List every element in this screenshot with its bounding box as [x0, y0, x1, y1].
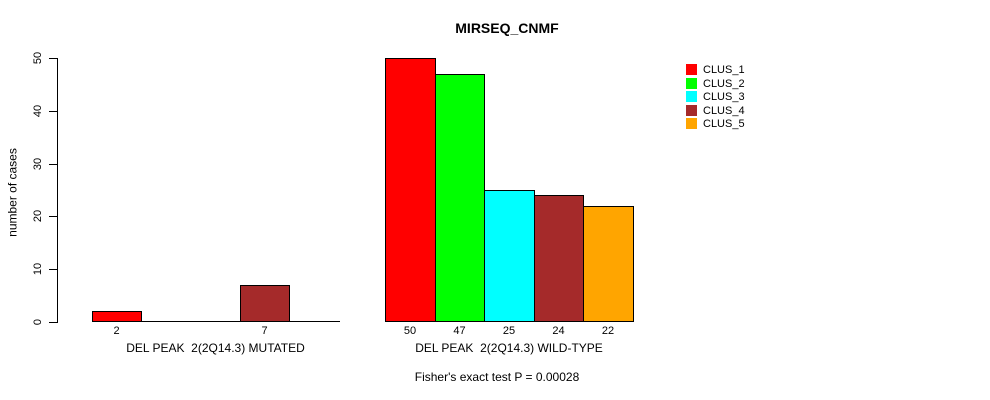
y-axis-label: number of cases	[5, 148, 20, 237]
legend-item-label: CLUS_2	[703, 78, 745, 90]
fisher-test-note: Fisher's exact test P = 0.00028	[414, 370, 580, 384]
legend-swatch-CLUS_3	[686, 91, 697, 102]
bar-CLUS_4	[240, 285, 290, 322]
bar-group-2: 50 47 25 24 22 DEL PEAK 2(2Q14.3) WILD-TYPE	[385, 58, 634, 355]
bar-value-label: 25	[502, 325, 516, 337]
legend-swatch-CLUS_2	[686, 78, 697, 89]
y-tick	[49, 111, 57, 112]
legend-swatch-CLUS_1	[686, 64, 697, 75]
bar-CLUS_1	[385, 58, 436, 322]
y-tick	[49, 216, 57, 217]
y-tick-label: 30	[32, 157, 44, 171]
legend-item-label: CLUS_5	[703, 118, 745, 130]
bar-CLUS_1	[92, 311, 142, 322]
y-tick-label: 20	[32, 209, 44, 223]
group-label: DEL PEAK 2(2Q14.3) MUTATED	[126, 341, 305, 355]
bar-value-label: 47	[453, 325, 466, 337]
bar-group-1: 2 7 DEL PEAK 2(2Q14.3) MUTATED	[92, 58, 340, 355]
bar-CLUS_2	[435, 74, 485, 322]
bar-CLUS_4	[534, 195, 584, 322]
y-tick-label: 10	[32, 262, 44, 276]
y-tick	[49, 58, 57, 59]
y-tick	[49, 322, 57, 323]
bar-value-label: 50	[403, 325, 417, 337]
bar-CLUS_2	[141, 321, 192, 322]
legend-item-label: CLUS_3	[703, 91, 745, 103]
bar-value-label: 2	[113, 325, 120, 337]
bar-CLUS_5	[289, 321, 340, 322]
legend-swatch-CLUS_5	[686, 118, 697, 129]
legend-item-label: CLUS_4	[703, 105, 745, 117]
y-tick-label: 50	[32, 51, 44, 65]
bar-CLUS_5	[583, 206, 634, 322]
legend-item-label: CLUS_1	[703, 64, 745, 76]
bar-value-label: 22	[601, 325, 615, 337]
y-axis-line	[57, 58, 58, 323]
group-label: DEL PEAK 2(2Q14.3) WILD-TYPE	[415, 341, 603, 355]
bar-value-label: 24	[552, 325, 565, 337]
y-tick	[49, 269, 57, 270]
bar-CLUS_3	[191, 321, 241, 322]
y-tick	[49, 164, 57, 165]
chart-title: MIRSEQ_CNMF	[455, 20, 559, 36]
y-tick-label: 40	[32, 104, 44, 118]
legend-swatch-CLUS_4	[686, 105, 697, 116]
bar-CLUS_3	[484, 190, 535, 322]
bar-value-label: 7	[261, 325, 268, 337]
y-tick-label: 0	[32, 318, 44, 326]
